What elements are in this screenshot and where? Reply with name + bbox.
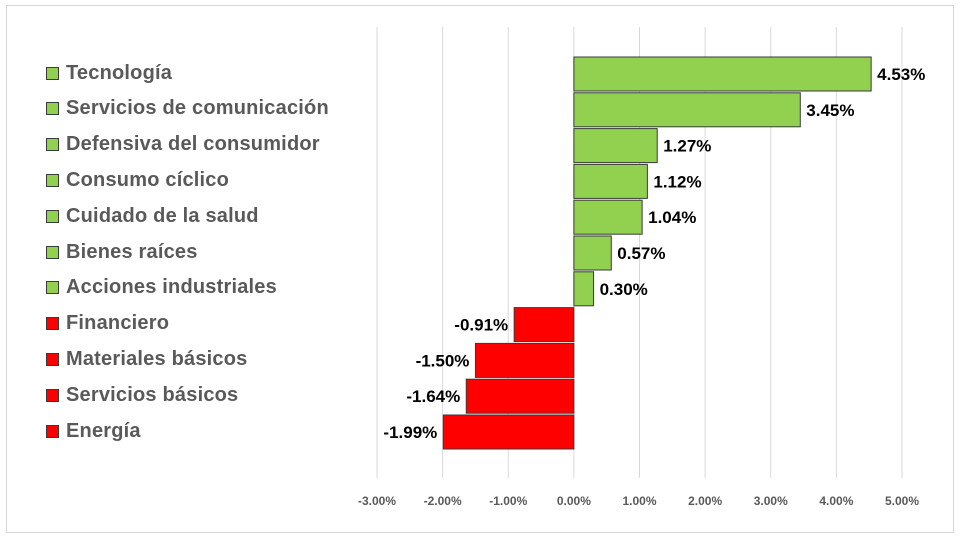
legend-label: Materiales básicos bbox=[66, 347, 248, 370]
x-tick-label: 0.00% bbox=[557, 494, 591, 508]
legend-label: Bienes raíces bbox=[66, 240, 198, 263]
legend-item: Bienes raíces bbox=[46, 237, 198, 267]
data-label: -1.50% bbox=[416, 351, 470, 370]
legend-swatch bbox=[46, 388, 59, 402]
legend-swatch bbox=[46, 317, 59, 331]
legend-item: Tecnología bbox=[46, 58, 172, 88]
legend-label: Acciones industriales bbox=[66, 276, 277, 299]
x-tick-label: 1.00% bbox=[622, 494, 656, 508]
legend-item: Cuidado de la salud bbox=[46, 201, 259, 231]
legend-label: Energía bbox=[66, 419, 141, 442]
data-label: 3.45% bbox=[806, 101, 854, 120]
bar-3 bbox=[573, 128, 658, 164]
legend-swatch bbox=[46, 352, 59, 366]
legend-item: Energía bbox=[46, 416, 141, 446]
legend-swatch bbox=[46, 281, 59, 295]
legend-item: Materiales básicos bbox=[46, 344, 247, 374]
legend-item: Consumo cíclico bbox=[46, 165, 229, 195]
legend-swatch bbox=[46, 66, 59, 80]
bar-1 bbox=[573, 56, 872, 92]
data-label: 1.12% bbox=[653, 172, 701, 191]
bar-11 bbox=[442, 414, 575, 450]
bar-10 bbox=[465, 378, 575, 414]
x-tick-label: -2.00% bbox=[424, 494, 462, 508]
data-label: 0.30% bbox=[600, 280, 648, 299]
data-label: 1.27% bbox=[663, 137, 711, 156]
data-label: -1.64% bbox=[406, 387, 460, 406]
bar-7 bbox=[573, 271, 595, 307]
x-tick-label: -3.00% bbox=[358, 494, 396, 508]
bar-8 bbox=[513, 307, 575, 343]
data-label: -1.99% bbox=[383, 423, 437, 442]
x-tick-label: 5.00% bbox=[885, 494, 919, 508]
legend-item: Financiero bbox=[46, 309, 169, 339]
bar-2 bbox=[573, 92, 801, 128]
data-label: 1.04% bbox=[648, 208, 696, 227]
legend-label: Financiero bbox=[66, 312, 170, 335]
legend-label: Cuidado de la salud bbox=[66, 204, 259, 227]
x-tick-label: 4.00% bbox=[819, 494, 853, 508]
legend-label: Servicios básicos bbox=[66, 383, 239, 406]
x-tick-label: 3.00% bbox=[754, 494, 788, 508]
legend-swatch bbox=[46, 424, 59, 438]
data-label: 4.53% bbox=[877, 65, 925, 84]
legend-swatch bbox=[46, 102, 59, 116]
data-label: -0.91% bbox=[454, 316, 508, 335]
bar-9 bbox=[474, 342, 575, 378]
legend-swatch bbox=[46, 245, 59, 259]
legend-swatch bbox=[46, 173, 59, 187]
x-tick-label: -1.00% bbox=[489, 494, 527, 508]
x-tick-label: 2.00% bbox=[688, 494, 722, 508]
bar-5 bbox=[573, 199, 643, 235]
legend-label: Servicios de comunicación bbox=[66, 97, 329, 120]
legend-swatch bbox=[46, 138, 59, 152]
legend-label: Consumo cíclico bbox=[66, 168, 230, 191]
legend-label: Tecnología bbox=[66, 61, 173, 84]
bar-4 bbox=[573, 163, 648, 199]
legend-item: Defensiva del consumidor bbox=[46, 130, 320, 160]
legend-item: Acciones industriales bbox=[46, 273, 277, 303]
legend-item: Servicios de comunicación bbox=[46, 94, 329, 124]
legend-swatch bbox=[46, 209, 59, 223]
bar-6 bbox=[573, 235, 612, 271]
data-label: 0.57% bbox=[617, 244, 665, 263]
legend-label: Defensiva del consumidor bbox=[66, 133, 320, 156]
legend-item: Servicios básicos bbox=[46, 380, 238, 410]
